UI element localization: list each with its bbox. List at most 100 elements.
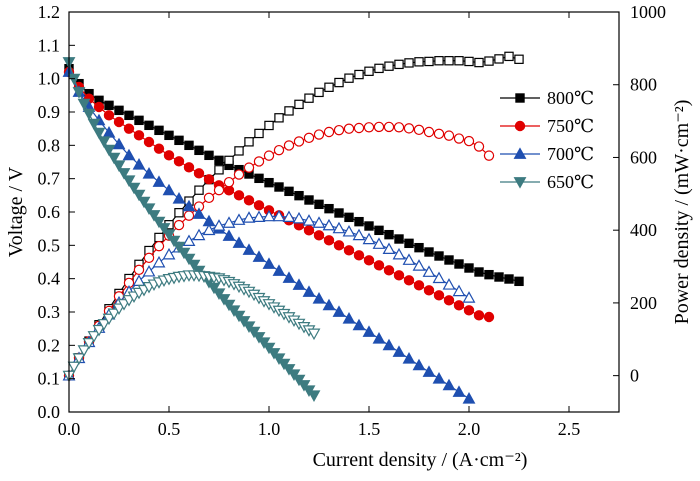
legend-marker bbox=[514, 120, 526, 132]
voltage-point bbox=[163, 150, 175, 161]
voltage-point bbox=[133, 130, 145, 141]
power-point bbox=[174, 208, 184, 218]
voltage-point bbox=[363, 255, 375, 266]
voltage-point bbox=[123, 123, 135, 134]
y-right-tick-label: 600 bbox=[630, 147, 657, 167]
power-point bbox=[402, 253, 416, 265]
voltage-point bbox=[67, 73, 81, 86]
voltage-point bbox=[313, 230, 325, 241]
voltage-point bbox=[152, 175, 166, 187]
voltage-point bbox=[87, 118, 101, 131]
voltage-point bbox=[434, 251, 444, 261]
power-point bbox=[463, 135, 475, 147]
power-point bbox=[303, 132, 315, 144]
y-left-tick-label: 0.0 bbox=[38, 402, 61, 422]
voltage-point bbox=[233, 190, 245, 201]
voltage-point bbox=[92, 127, 106, 140]
legend-label: 750℃ bbox=[547, 116, 594, 136]
x-tick-label: 2.0 bbox=[458, 419, 481, 439]
voltage-point bbox=[403, 275, 415, 286]
power-point bbox=[203, 192, 215, 204]
power-point bbox=[403, 123, 415, 134]
voltage-point bbox=[332, 305, 346, 317]
voltage-point bbox=[177, 247, 191, 260]
voltage-point bbox=[214, 155, 224, 166]
power-point bbox=[212, 219, 226, 231]
voltage-point bbox=[193, 168, 205, 179]
power-point bbox=[434, 56, 444, 66]
power-point bbox=[453, 133, 465, 144]
power-point bbox=[254, 128, 264, 139]
power-point bbox=[92, 324, 106, 337]
power-point bbox=[233, 169, 245, 180]
power-point bbox=[153, 240, 165, 252]
power-point bbox=[274, 113, 284, 123]
voltage-point bbox=[303, 225, 315, 236]
legend-label: 800℃ bbox=[547, 88, 594, 108]
power-point bbox=[273, 144, 285, 156]
voltage-point bbox=[252, 250, 266, 262]
power-point bbox=[362, 232, 376, 245]
power-point bbox=[373, 121, 385, 133]
power-point bbox=[343, 123, 355, 134]
voltage-point bbox=[304, 195, 314, 205]
legend-item: 750℃ bbox=[500, 116, 594, 136]
voltage-point bbox=[93, 101, 105, 113]
voltage-point bbox=[404, 238, 414, 249]
power-point bbox=[87, 331, 101, 343]
voltage-point bbox=[194, 145, 204, 156]
power-point bbox=[483, 150, 495, 161]
voltage-point bbox=[292, 278, 306, 290]
voltage-point bbox=[383, 265, 395, 276]
voltage-point bbox=[167, 235, 181, 248]
power-point bbox=[243, 162, 255, 173]
power-point bbox=[234, 146, 244, 156]
voltage-point bbox=[474, 267, 484, 277]
voltage-point bbox=[174, 135, 184, 146]
power-point bbox=[354, 69, 364, 80]
voltage-point bbox=[504, 274, 514, 284]
voltage-point bbox=[77, 98, 91, 111]
power-point bbox=[394, 59, 404, 70]
power-point bbox=[77, 345, 91, 357]
voltage-point bbox=[354, 216, 364, 227]
power-point bbox=[252, 210, 266, 223]
y-left-tick-label: 1.1 bbox=[38, 35, 61, 55]
voltage-point bbox=[127, 182, 141, 195]
legend-label: 650℃ bbox=[547, 172, 594, 192]
x-tick-label: 0.5 bbox=[158, 419, 181, 439]
voltage-point bbox=[137, 196, 151, 209]
power-point bbox=[364, 66, 374, 76]
power-point bbox=[232, 213, 246, 225]
power-point bbox=[322, 218, 336, 231]
power-point bbox=[442, 278, 456, 290]
power-point bbox=[284, 106, 294, 116]
y-left-tick-label: 1.2 bbox=[38, 2, 61, 22]
voltage-point bbox=[122, 148, 136, 161]
power-point bbox=[393, 122, 405, 133]
power-point bbox=[374, 63, 384, 74]
voltage-point bbox=[107, 152, 121, 165]
power-point bbox=[444, 56, 454, 66]
series-0 bbox=[64, 51, 524, 381]
voltage-point bbox=[484, 269, 494, 280]
legend-marker bbox=[513, 147, 527, 159]
y-left-tick-label: 0.9 bbox=[38, 102, 61, 122]
power-point bbox=[334, 77, 344, 88]
power-point bbox=[344, 73, 354, 83]
power-point bbox=[223, 176, 235, 188]
power-point bbox=[333, 124, 345, 136]
power-point bbox=[443, 130, 455, 141]
power-point bbox=[133, 264, 145, 276]
power-point bbox=[382, 242, 396, 255]
voltage-point bbox=[212, 288, 226, 300]
voltage-point bbox=[134, 115, 144, 126]
voltage-point bbox=[344, 212, 354, 223]
power-point bbox=[494, 54, 504, 64]
voltage-point bbox=[173, 156, 185, 167]
voltage-point bbox=[182, 199, 196, 212]
voltage-point bbox=[413, 280, 425, 291]
legend-marker bbox=[515, 93, 525, 103]
voltage-point bbox=[154, 125, 164, 136]
power-point bbox=[414, 57, 424, 67]
